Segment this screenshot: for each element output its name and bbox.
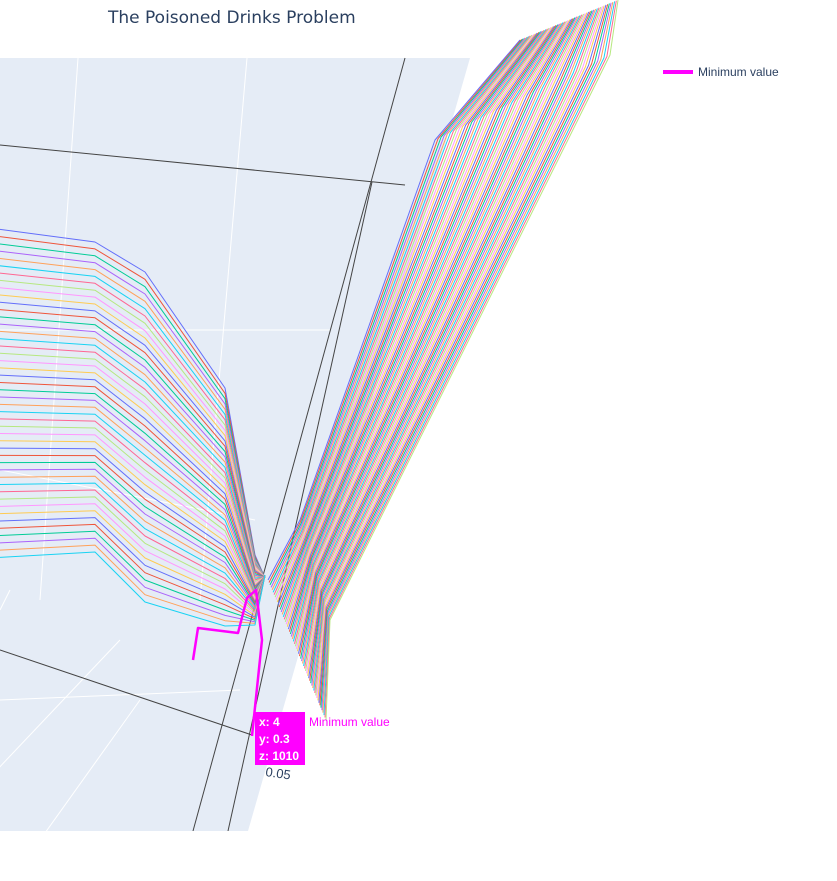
surface-line bbox=[290, 23, 560, 637]
surface-line bbox=[284, 27, 550, 622]
surface-line bbox=[0, 272, 266, 578]
surface-line bbox=[311, 9, 595, 686]
surface-line bbox=[0, 338, 266, 579]
legend[interactable]: Minimum value bbox=[663, 65, 779, 79]
surface-line bbox=[0, 228, 266, 579]
surface-line bbox=[289, 24, 559, 635]
surface-line bbox=[324, 0, 617, 718]
surface-line bbox=[302, 15, 579, 664]
surface-line bbox=[318, 4, 607, 703]
surface-line bbox=[280, 30, 543, 613]
surface-line bbox=[317, 5, 605, 701]
surface-line bbox=[0, 381, 266, 589]
surface-line bbox=[307, 12, 588, 676]
surface-line bbox=[314, 7, 600, 694]
axis-frame-lines bbox=[0, 57, 406, 831]
surface-line bbox=[315, 6, 602, 696]
surface-line bbox=[279, 31, 541, 610]
hover-tooltip-box bbox=[255, 712, 305, 765]
surface-line bbox=[272, 36, 529, 593]
surface-line bbox=[275, 34, 535, 600]
minimum-value-path bbox=[191, 588, 264, 737]
right-surface-lines bbox=[267, 0, 619, 721]
surface-line bbox=[0, 265, 266, 578]
surface-line bbox=[309, 10, 591, 681]
scene-3d[interactable]: 0.05 bbox=[0, 0, 619, 840]
surface-line bbox=[297, 19, 571, 652]
axis-tick-label: 0.05 bbox=[265, 764, 292, 782]
surface-line bbox=[0, 301, 266, 578]
surface-line bbox=[321, 2, 612, 711]
surface-line bbox=[305, 13, 585, 671]
surface-line bbox=[0, 287, 266, 578]
surface-line bbox=[310, 10, 593, 684]
surface-line bbox=[319, 4, 609, 706]
surface-line bbox=[308, 11, 590, 679]
surface-line bbox=[313, 8, 598, 691]
surface-line bbox=[0, 250, 266, 579]
surface-line bbox=[278, 31, 540, 608]
surface-line bbox=[294, 21, 566, 645]
surface-line bbox=[286, 26, 554, 627]
surface-line bbox=[292, 22, 564, 642]
surface-line bbox=[300, 17, 576, 659]
surface-line bbox=[0, 316, 266, 578]
surface-line bbox=[296, 20, 569, 649]
hover-tooltip: x: 4 y: 0.3 z: 1010 Minimum value bbox=[255, 712, 390, 765]
surface-line bbox=[283, 28, 548, 620]
surface-line bbox=[304, 14, 583, 669]
surface-line bbox=[269, 38, 524, 586]
surface-line bbox=[0, 389, 266, 590]
surface-line bbox=[267, 39, 521, 581]
surface-line bbox=[270, 37, 526, 588]
surface-line bbox=[295, 20, 567, 647]
legend-label-minimum[interactable]: Minimum value bbox=[698, 65, 779, 79]
surface-line bbox=[320, 3, 610, 708]
hover-y-value: y: 0.3 bbox=[259, 732, 290, 746]
surface-line bbox=[281, 29, 545, 615]
surface-line bbox=[316, 6, 603, 698]
surface-line bbox=[322, 1, 614, 713]
surface-line bbox=[271, 36, 528, 591]
surface-line bbox=[0, 360, 266, 584]
surface-line bbox=[306, 13, 586, 674]
surface-line bbox=[288, 25, 557, 632]
surface-line bbox=[274, 34, 533, 598]
surface-line bbox=[298, 18, 573, 654]
surface-line bbox=[323, 1, 616, 716]
surface-line bbox=[268, 38, 523, 583]
surface-line bbox=[0, 367, 266, 586]
surface-line bbox=[276, 33, 536, 603]
surface-line bbox=[0, 257, 266, 578]
surface-line bbox=[0, 279, 266, 578]
surface-line bbox=[301, 16, 578, 662]
surface-line bbox=[0, 374, 266, 587]
hover-x-value: x: 4 bbox=[259, 715, 280, 729]
surface-line bbox=[0, 309, 266, 578]
surface-line bbox=[287, 25, 555, 630]
surface-line bbox=[285, 27, 552, 625]
surface-line bbox=[0, 352, 266, 582]
hover-series-name: Minimum value bbox=[309, 715, 390, 729]
surface-line bbox=[0, 551, 266, 627]
surface-line bbox=[291, 22, 562, 640]
surface-line bbox=[273, 35, 531, 595]
surface-line bbox=[0, 345, 266, 581]
surface-line bbox=[312, 8, 597, 689]
surface-line bbox=[0, 243, 266, 579]
surface-line bbox=[325, 0, 619, 721]
surface-line bbox=[0, 396, 266, 592]
surface-line bbox=[0, 294, 266, 578]
surface-line bbox=[0, 236, 266, 579]
surface-line bbox=[0, 323, 266, 578]
surface-line bbox=[299, 17, 574, 657]
surface-line bbox=[0, 330, 266, 578]
minimum-value-line bbox=[191, 588, 264, 737]
chart-title: The Poisoned Drinks Problem bbox=[107, 8, 356, 28]
surface-line bbox=[282, 29, 547, 617]
surface-line bbox=[303, 15, 581, 667]
surface-line bbox=[277, 32, 538, 605]
hover-z-value: z: 1010 bbox=[259, 749, 299, 763]
